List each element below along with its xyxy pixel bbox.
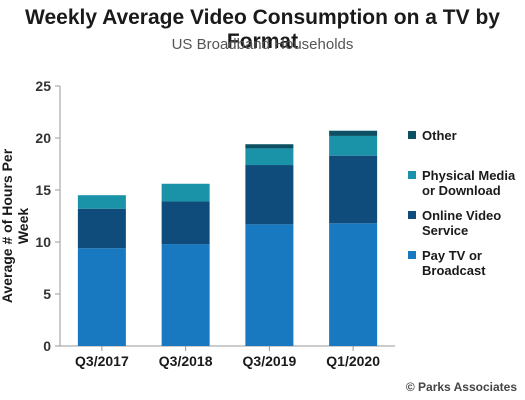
x-tick-label: Q1/2020	[326, 353, 380, 369]
bar-segment	[329, 135, 378, 156]
bar-segment	[245, 224, 294, 346]
x-tick-label: Q3/2019	[243, 353, 297, 369]
bar-segment	[161, 244, 210, 346]
bar-segment	[77, 195, 126, 209]
legend-swatch	[408, 131, 416, 139]
legend-swatch	[408, 211, 416, 219]
x-tick-label: Q3/2017	[75, 353, 129, 369]
y-tick-label: 0	[43, 338, 51, 354]
bar-segment	[77, 208, 126, 249]
y-tick-label: 5	[43, 286, 51, 302]
bar-segment	[245, 144, 294, 149]
bar-segment	[161, 201, 210, 245]
bar-segment	[245, 165, 294, 225]
legend-label: Physical Media or Download	[422, 168, 516, 198]
chart-title: Weekly Average Video Consumption on a TV…	[25, 6, 500, 53]
legend-swatch	[408, 171, 416, 179]
x-tick-label: Q3/2018	[159, 353, 213, 369]
legend-label: Online Video Service	[422, 208, 502, 238]
bar-segment	[329, 223, 378, 346]
legend-swatch	[408, 251, 416, 259]
bar-segment	[329, 155, 378, 224]
y-tick-label: 15	[35, 182, 51, 198]
legend-label: Other	[422, 128, 457, 143]
credit-text: © Parks Associates	[405, 380, 517, 394]
legend-label: Pay TV or Broadcast	[422, 248, 486, 278]
bar-segment	[77, 248, 126, 346]
y-tick-label: 25	[35, 78, 51, 94]
bar-segment	[161, 183, 210, 202]
bar-segment	[329, 130, 378, 136]
chart-subtitle: US Broadband Households	[171, 36, 354, 53]
y-tick-label: 20	[35, 130, 51, 146]
bar-segment	[245, 148, 294, 166]
y-tick-label: 10	[35, 234, 51, 250]
